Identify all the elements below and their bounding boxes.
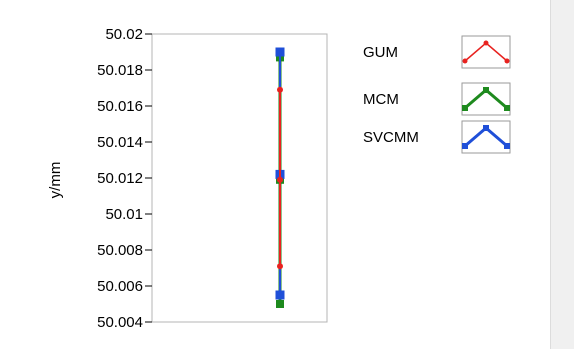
y-tick-label: 50.006 <box>97 278 143 295</box>
legend-marker-gum <box>483 40 489 46</box>
legend-marker-mcm <box>483 87 489 93</box>
scrollbar-strip[interactable] <box>551 0 574 349</box>
data-point-gum <box>277 86 283 93</box>
y-tick-label: 50.016 <box>97 98 143 115</box>
legend-label-gum: GUM <box>363 44 398 61</box>
legend: GUM MCM SVCMM <box>363 35 511 154</box>
y-tick-label: 50.004 <box>97 314 143 331</box>
legend-label-mcm: MCM <box>363 91 399 108</box>
data-point-svcmm <box>275 290 285 300</box>
y-tick-label: 50.012 <box>97 170 143 187</box>
legend-marker-mcm <box>504 105 510 111</box>
legend-marker-mcm <box>462 105 468 111</box>
data-point-gum <box>277 176 283 183</box>
y-axis-ticks: 50.02 50.018 50.016 50.014 50.012 50.01 50.008… <box>97 26 152 331</box>
legend-marker-svcmm <box>504 143 510 149</box>
y-tick-label: 50.018 <box>97 62 143 79</box>
series-layer <box>275 47 285 308</box>
y-tick-label: 50.014 <box>97 134 143 151</box>
data-point-gum <box>277 263 283 270</box>
y-tick-label: 50.008 <box>97 242 143 259</box>
y-tick-label: 50.01 <box>105 206 143 223</box>
data-point-svcmm <box>275 47 285 57</box>
chart-svg: y/mm 50.0250.01850.01650.01450.01250.015… <box>47 26 511 331</box>
y-axis-label: y/mm <box>47 162 64 199</box>
legend-marker-gum <box>462 58 468 64</box>
legend-swatch-svcmm <box>461 120 511 154</box>
legend-marker-svcmm <box>462 143 468 149</box>
legend-marker-gum <box>504 58 510 64</box>
data-point-mcm <box>276 300 284 308</box>
legend-label-svcmm: SVCMM <box>363 129 419 146</box>
y-tick-label: 50.02 <box>105 26 143 43</box>
legend-marker-svcmm <box>483 125 489 131</box>
plot-area <box>151 33 328 323</box>
